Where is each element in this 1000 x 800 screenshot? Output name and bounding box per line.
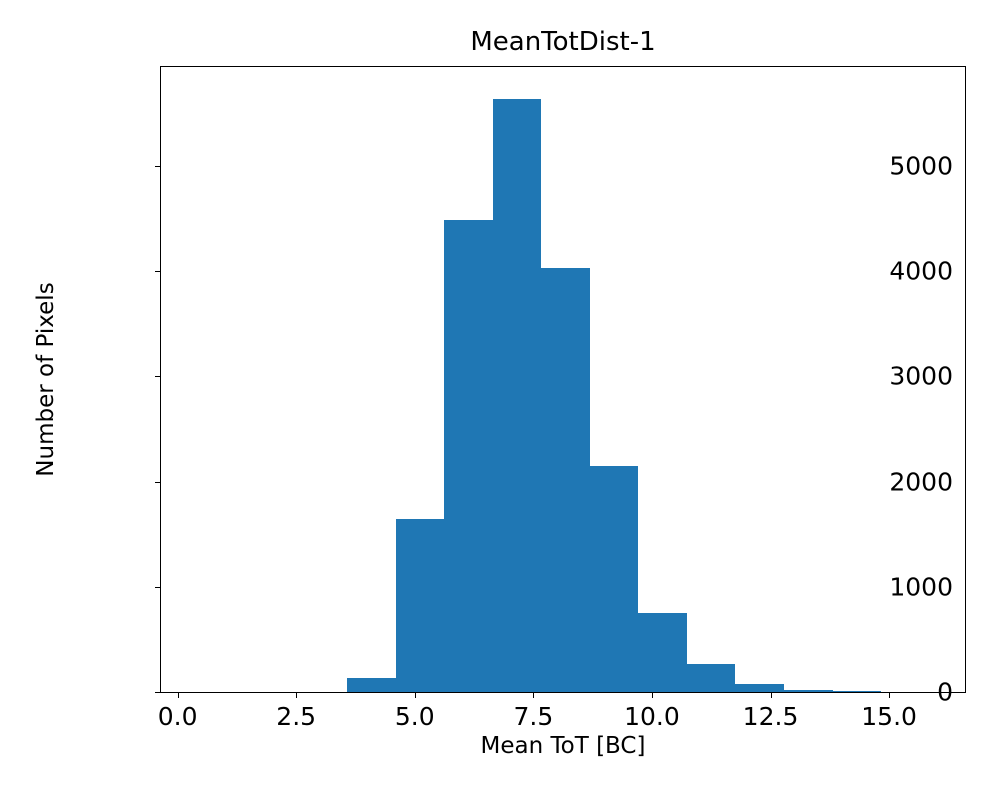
y-axis-label: Number of Pixels bbox=[33, 282, 59, 477]
histogram-bar bbox=[687, 663, 736, 692]
plot-area bbox=[161, 67, 965, 692]
x-tick-label: 0.0 bbox=[157, 702, 198, 731]
x-tick-label: 7.5 bbox=[513, 702, 554, 731]
x-tick-mark bbox=[533, 692, 535, 698]
x-tick-mark bbox=[651, 692, 653, 698]
x-tick-mark bbox=[177, 692, 179, 698]
y-tick-label: 2000 bbox=[889, 467, 953, 497]
y-tick-label: 5000 bbox=[889, 151, 953, 181]
page-title: MeanTotDist-1 bbox=[470, 27, 656, 57]
y-tick-label: 3000 bbox=[889, 361, 953, 391]
x-tick-mark bbox=[770, 692, 772, 698]
histogram-bar bbox=[735, 683, 784, 692]
y-tick-label: 1000 bbox=[889, 572, 953, 602]
histogram-bar bbox=[346, 678, 396, 692]
x-tick-mark bbox=[414, 692, 416, 698]
histogram-bar bbox=[492, 98, 542, 692]
histogram-bar bbox=[832, 691, 882, 692]
x-tick-mark bbox=[296, 692, 298, 698]
histogram-bar bbox=[589, 465, 639, 692]
x-tick-mark bbox=[889, 692, 891, 698]
y-tick-mark bbox=[155, 376, 161, 378]
histogram-bar bbox=[444, 219, 493, 692]
y-tick-mark bbox=[155, 586, 161, 588]
y-tick-mark bbox=[155, 692, 161, 693]
y-tick-mark bbox=[155, 165, 161, 167]
x-tick-label: 5.0 bbox=[394, 702, 435, 731]
histogram-bar bbox=[783, 689, 833, 692]
x-tick-label: 12.5 bbox=[742, 702, 799, 731]
histogram-bar bbox=[541, 267, 590, 692]
x-tick-label: 10.0 bbox=[624, 702, 680, 731]
histogram-bar bbox=[395, 519, 445, 692]
x-tick-label: 15.0 bbox=[861, 702, 917, 731]
histogram-bar bbox=[638, 613, 688, 692]
y-tick-mark bbox=[155, 481, 161, 483]
y-tick-label: 4000 bbox=[889, 256, 953, 286]
x-axis-label: Mean ToT [BC] bbox=[480, 733, 646, 759]
y-tick-mark bbox=[155, 271, 161, 273]
x-tick-label: 2.5 bbox=[276, 702, 317, 731]
y-tick-label: 0 bbox=[937, 677, 953, 707]
plot-axes: 0.0 2.5 5.0 7.5 10.0 12.5 15.0 0 1000 2000 3000 400… bbox=[155, 66, 966, 731]
